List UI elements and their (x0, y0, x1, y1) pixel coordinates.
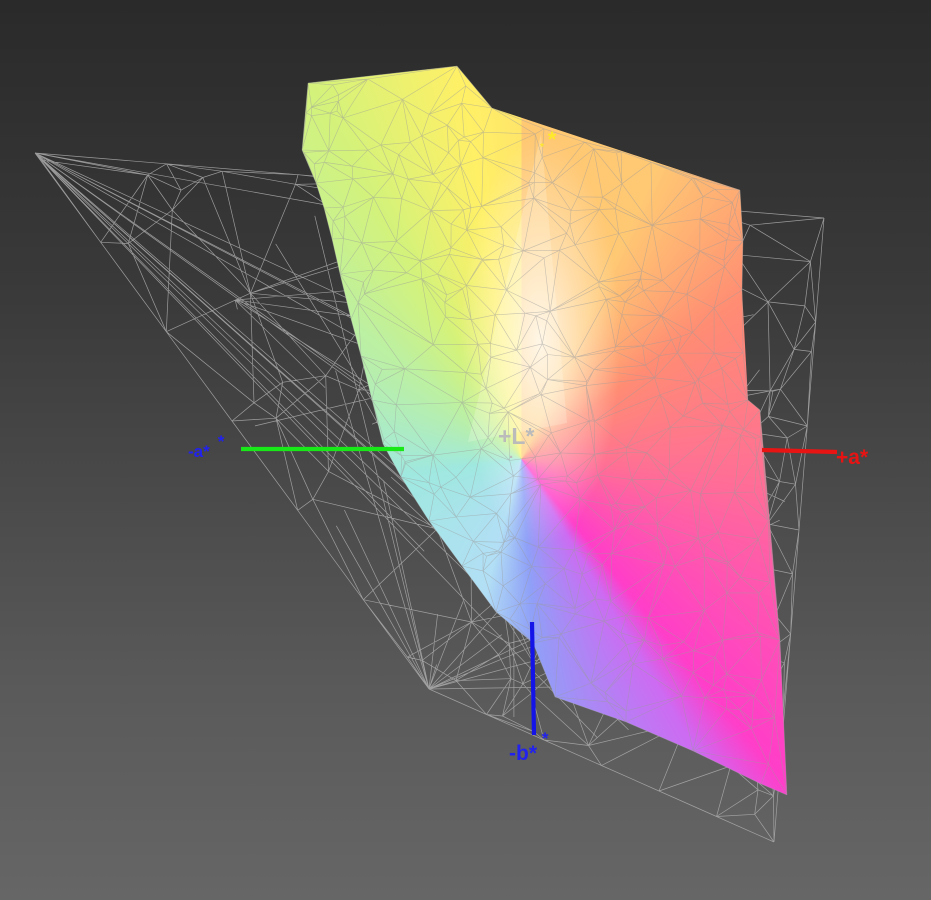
svg-text:*: * (218, 432, 225, 451)
svg-text:*: * (542, 729, 549, 748)
svg-text:+L*: +L* (498, 423, 534, 449)
svg-text:.: . (509, 445, 513, 462)
svg-text:+a*: +a* (836, 446, 869, 469)
svg-text:*: * (548, 127, 557, 152)
svg-text:*: * (540, 142, 544, 153)
svg-text:-a*: -a* (188, 442, 210, 461)
svg-text:-b*: -b* (509, 742, 538, 765)
